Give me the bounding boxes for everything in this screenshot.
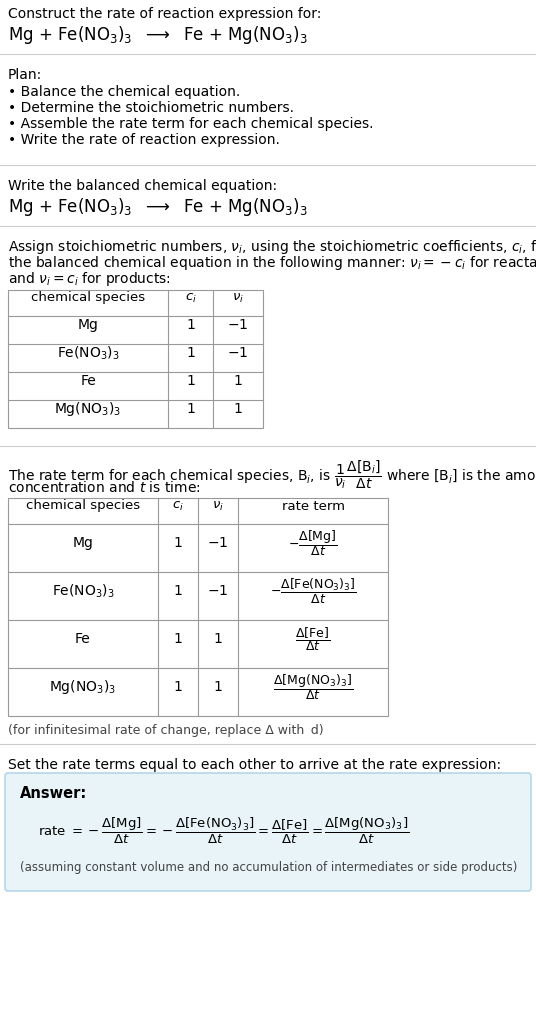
- Text: Plan:: Plan:: [8, 68, 42, 82]
- Text: Set the rate terms equal to each other to arrive at the rate expression:: Set the rate terms equal to each other t…: [8, 758, 501, 772]
- Text: $-\dfrac{\Delta[\mathrm{Fe(NO_3)_3}]}{\Delta t}$: $-\dfrac{\Delta[\mathrm{Fe(NO_3)_3}]}{\D…: [270, 576, 356, 606]
- Text: 1: 1: [213, 632, 222, 646]
- Text: 1: 1: [174, 584, 182, 598]
- Text: rate $= -\dfrac{\Delta[\mathrm{Mg}]}{\Delta t} = -\dfrac{\Delta[\mathrm{Fe(NO_3): rate $= -\dfrac{\Delta[\mathrm{Mg}]}{\De…: [38, 816, 410, 846]
- Text: • Write the rate of reaction expression.: • Write the rate of reaction expression.: [8, 133, 280, 147]
- Text: chemical species: chemical species: [31, 292, 145, 305]
- Text: $\dfrac{\Delta[\mathrm{Mg(NO_3)_3}]}{\Delta t}$: $\dfrac{\Delta[\mathrm{Mg(NO_3)_3}]}{\De…: [273, 672, 353, 702]
- Text: $\nu_i$: $\nu_i$: [212, 500, 224, 512]
- Text: concentration and $t$ is time:: concentration and $t$ is time:: [8, 480, 200, 495]
- Text: Mg(NO$_3$)$_3$: Mg(NO$_3$)$_3$: [49, 678, 116, 696]
- Text: Mg(NO$_3$)$_3$: Mg(NO$_3$)$_3$: [55, 400, 122, 418]
- Text: 1: 1: [174, 680, 182, 694]
- Text: and $\nu_i = c_i$ for products:: and $\nu_i = c_i$ for products:: [8, 270, 171, 288]
- Text: the balanced chemical equation in the following manner: $\nu_i = -c_i$ for react: the balanced chemical equation in the fo…: [8, 254, 536, 272]
- Text: Mg + Fe(NO$_3$)$_3$  $\longrightarrow$  Fe + Mg(NO$_3$)$_3$: Mg + Fe(NO$_3$)$_3$ $\longrightarrow$ Fe…: [8, 24, 308, 46]
- Text: Fe(NO$_3$)$_3$: Fe(NO$_3$)$_3$: [57, 344, 120, 362]
- FancyBboxPatch shape: [5, 773, 531, 891]
- Text: 1: 1: [186, 402, 195, 416]
- Text: $-1$: $-1$: [227, 346, 249, 360]
- Text: • Balance the chemical equation.: • Balance the chemical equation.: [8, 85, 240, 99]
- Text: Fe: Fe: [75, 632, 91, 646]
- Text: $\nu_i$: $\nu_i$: [232, 292, 244, 305]
- Text: Fe(NO$_3$)$_3$: Fe(NO$_3$)$_3$: [51, 582, 115, 599]
- Text: $-1$: $-1$: [207, 584, 229, 598]
- Text: $-1$: $-1$: [227, 318, 249, 332]
- Text: 1: 1: [186, 318, 195, 332]
- Text: $c_i$: $c_i$: [184, 292, 196, 305]
- Text: Mg: Mg: [72, 536, 93, 550]
- Text: • Determine the stoichiometric numbers.: • Determine the stoichiometric numbers.: [8, 101, 294, 115]
- Text: The rate term for each chemical species, B$_i$, is $\dfrac{1}{\nu_i}\dfrac{\Delt: The rate term for each chemical species,…: [8, 458, 536, 491]
- Text: $\dfrac{\Delta[\mathrm{Fe}]}{\Delta t}$: $\dfrac{\Delta[\mathrm{Fe}]}{\Delta t}$: [295, 625, 331, 653]
- Text: Mg: Mg: [78, 318, 99, 332]
- Text: Construct the rate of reaction expression for:: Construct the rate of reaction expressio…: [8, 7, 322, 21]
- Text: $c_i$: $c_i$: [172, 500, 184, 512]
- Text: $-\dfrac{\Delta[\mathrm{Mg}]}{\Delta t}$: $-\dfrac{\Delta[\mathrm{Mg}]}{\Delta t}$: [288, 528, 338, 558]
- Text: $-1$: $-1$: [207, 536, 229, 550]
- Text: 1: 1: [234, 402, 242, 416]
- Text: 1: 1: [186, 374, 195, 388]
- Text: Answer:: Answer:: [20, 786, 87, 801]
- Text: • Assemble the rate term for each chemical species.: • Assemble the rate term for each chemic…: [8, 117, 374, 131]
- Bar: [8, 498, 388, 716]
- Text: Mg + Fe(NO$_3$)$_3$  $\longrightarrow$  Fe + Mg(NO$_3$)$_3$: Mg + Fe(NO$_3$)$_3$ $\longrightarrow$ Fe…: [8, 196, 308, 218]
- Text: chemical species: chemical species: [26, 500, 140, 512]
- Text: (assuming constant volume and no accumulation of intermediates or side products): (assuming constant volume and no accumul…: [20, 862, 517, 875]
- Bar: [8, 290, 263, 428]
- Text: 1: 1: [174, 632, 182, 646]
- Text: 1: 1: [186, 346, 195, 360]
- Text: Fe: Fe: [80, 374, 96, 388]
- Text: 1: 1: [213, 680, 222, 694]
- Text: rate term: rate term: [281, 500, 345, 512]
- Text: 1: 1: [174, 536, 182, 550]
- Text: Assign stoichiometric numbers, $\nu_i$, using the stoichiometric coefficients, $: Assign stoichiometric numbers, $\nu_i$, …: [8, 238, 536, 256]
- Text: Write the balanced chemical equation:: Write the balanced chemical equation:: [8, 179, 277, 193]
- Text: 1: 1: [234, 374, 242, 388]
- Text: (for infinitesimal rate of change, replace Δ with  d): (for infinitesimal rate of change, repla…: [8, 724, 324, 737]
